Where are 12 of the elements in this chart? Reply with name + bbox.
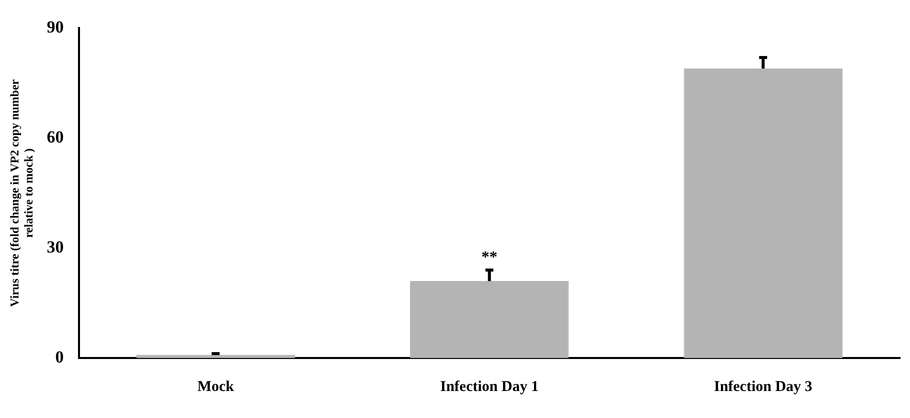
y-tick-label: 0 [55,347,64,366]
y-axis-title: Virus titre (fold change in VP2 copy number relative to mock ) [7,78,36,307]
bar [136,354,296,358]
bar [684,68,843,358]
y-tick-label: 60 [46,128,64,147]
annotation: ** [481,249,498,266]
y-tick-label: 30 [46,237,64,256]
y-tick-label: 90 [46,18,64,37]
x-tick-label: Mock [197,378,235,395]
x-tick-label: Infection Day 1 [440,378,539,395]
x-tick-label: Infection Day 3 [714,378,812,395]
bar [410,281,569,358]
